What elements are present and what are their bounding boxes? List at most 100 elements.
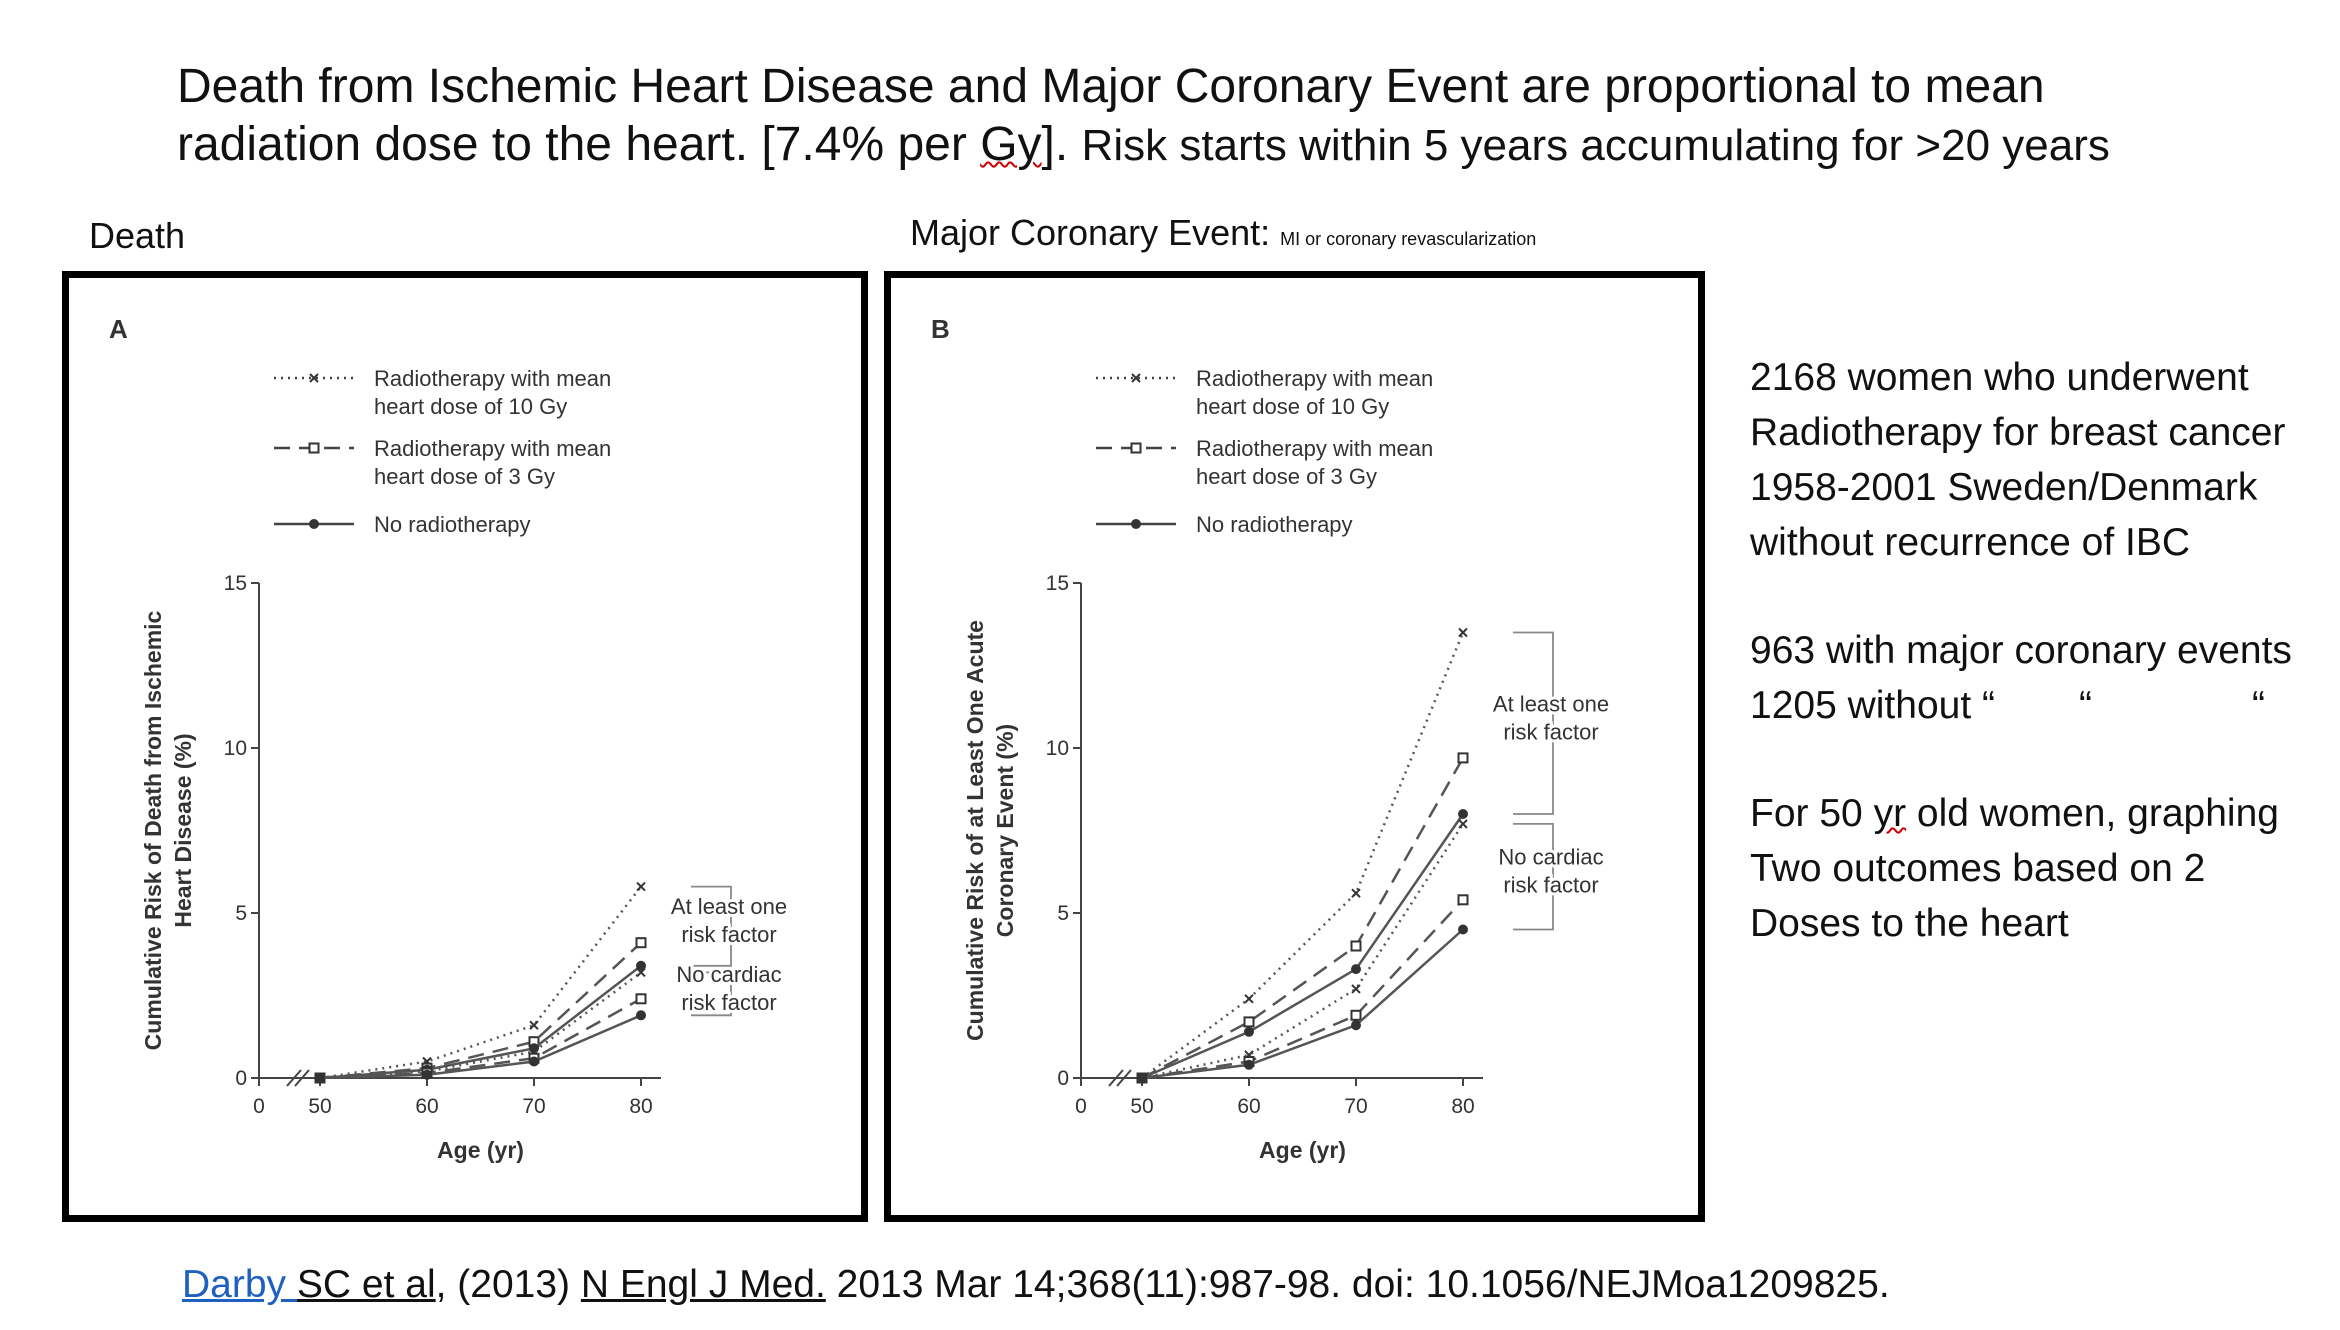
- data-point-low-solid: [422, 1069, 432, 1080]
- series-line-low-dashed: [1141, 898, 1464, 1080]
- y-axis-title-line: Cumulative Risk of Death from Ischemic: [140, 610, 166, 1050]
- data-point-low-solid: [1244, 1059, 1254, 1070]
- x-tick-label: 70: [1344, 1095, 1367, 1118]
- slide-title: Death from Ischemic Heart Disease and Ma…: [177, 58, 2277, 175]
- citation-journal: N Engl J Med.: [580, 1263, 826, 1306]
- group-label-high: risk factor: [681, 922, 776, 947]
- y-axis-title: Cumulative Risk of Death from Ischemic He…: [140, 610, 196, 1050]
- summary-line-9: Doses to the heart: [1750, 902, 2069, 945]
- panel-a-chart: A 0 5 10 15 0 50 60 70 80 Age (yr) Cumulative Risk …: [109, 314, 790, 1163]
- title-line-2-c: Risk starts within 5 years accumulating …: [1081, 121, 2110, 170]
- legend-label: heart dose of 3 Gy: [1196, 464, 1377, 489]
- data-point-high-dotted: [1458, 627, 1468, 638]
- legend-marker: [309, 519, 319, 529]
- legend-label: Radiotherapy with mean: [374, 366, 611, 391]
- major-coronary-main: Major Coronary Event:: [910, 212, 1281, 253]
- y-axis-title: Cumulative Risk of at Least One Acute Cor…: [962, 620, 1018, 1041]
- data-point-low-solid: [1458, 924, 1468, 935]
- y-tick-label: 10: [224, 737, 247, 760]
- data-point-high-dashed: [1350, 940, 1362, 952]
- legend-label: heart dose of 3 Gy: [374, 464, 555, 489]
- summary-line-8: Two outcomes based on 2: [1750, 847, 2206, 890]
- legend-marker: [1130, 442, 1142, 454]
- summary-line-6-a: 1205 without “: [1750, 684, 1995, 727]
- legend-label: heart dose of 10 Gy: [1196, 394, 1389, 419]
- y-tick-label: 0: [1057, 1067, 1069, 1090]
- data-point-high-dotted: [1244, 994, 1254, 1004]
- legend-label: heart dose of 10 Gy: [374, 394, 567, 419]
- x-tick-label: 70: [522, 1095, 545, 1118]
- axis-break-mark: [294, 1069, 310, 1087]
- summary-line-3: 1958-2001 Sweden/Denmark: [1750, 466, 2258, 509]
- summary-line-4: without recurrence of IBC: [1750, 521, 2191, 564]
- summary-line-7: For 50 yr old women, graphing: [1750, 786, 2330, 841]
- y-tick-label: 15: [1046, 572, 1069, 595]
- y-tick-label: 10: [1046, 737, 1069, 760]
- series-line-high-dashed: [1141, 757, 1465, 1080]
- x-tick-label: 80: [1451, 1095, 1474, 1118]
- series-line-high-dashed: [319, 941, 642, 1080]
- data-point-high-dashed: [635, 937, 647, 949]
- citation: Darby SC et al, (2013) N Engl J Med. 201…: [182, 1263, 1890, 1307]
- panel-b-frame: B 0 5 10 15 0 50 60 70 80 Age (yr) Cumulative Risk …: [884, 271, 1705, 1222]
- data-point-low-dotted: [636, 967, 646, 978]
- data-point-high-solid: [1458, 809, 1468, 819]
- data-point-low-dashed: [1457, 894, 1469, 906]
- y-tick-label: 15: [224, 572, 247, 595]
- data-point-low-solid: [315, 1073, 325, 1083]
- x-tick-label: 60: [415, 1095, 438, 1118]
- data-point-low-solid: [1351, 1020, 1361, 1031]
- x-axis-title: Age (yr): [437, 1137, 524, 1163]
- data-point-low-solid: [1137, 1073, 1147, 1083]
- title-line-2-b: ].: [1041, 118, 1082, 171]
- y-tick-label: 5: [1057, 902, 1069, 925]
- group-label-low: No cardiac: [1498, 845, 1603, 870]
- bracket-high: [691, 885, 732, 967]
- panel-b-chart: B 0 5 10 15 0 50 60 70 80 Age (yr) Cumulative Risk …: [931, 314, 1612, 1163]
- group-label-high: risk factor: [1503, 719, 1598, 744]
- data-point-high-dotted: [529, 1020, 539, 1030]
- bracket-low: [691, 971, 732, 1017]
- x-tick-label: 50: [1130, 1095, 1153, 1118]
- citation-author-link[interactable]: Darby: [182, 1263, 297, 1306]
- summary-line-7-b: old women, graphing: [1906, 792, 2279, 835]
- bracket-low: [1513, 823, 1554, 931]
- summary-line-7-a: For 50: [1750, 792, 1874, 835]
- bracket-high: [1513, 631, 1554, 815]
- x-tick-label: 60: [1237, 1095, 1260, 1118]
- legend-label: No radiotherapy: [1196, 512, 1353, 537]
- axis-break-mark: [1108, 1069, 1124, 1087]
- major-coronary-sub: MI or coronary revascularization: [1280, 229, 1537, 249]
- legend-label: No radiotherapy: [374, 512, 531, 537]
- axis-break-mark: [286, 1069, 302, 1087]
- data-point-high-dotted: [1351, 888, 1361, 898]
- major-coronary-label: Major Coronary Event: MI or coronary rev…: [910, 212, 1536, 254]
- x-tick-label: 0: [1075, 1095, 1087, 1118]
- y-tick-label: 5: [235, 902, 247, 925]
- data-point-low-dashed: [635, 993, 647, 1005]
- legend-marker: [308, 442, 320, 454]
- y-axis-title-line: Cumulative Risk of at Least One Acute: [962, 620, 988, 1041]
- y-tick-label: 0: [235, 1067, 247, 1090]
- title-gy: Gy: [980, 118, 1042, 171]
- citation-details: 2013 Mar 14;368(11):987-98. doi: 10.1056…: [825, 1263, 1890, 1306]
- legend-marker: [1131, 519, 1141, 529]
- summary-line-1: 2168 women who underwent: [1750, 356, 2249, 399]
- legend-marker: [309, 373, 319, 383]
- title-line-2-a: radiation dose to the heart. [7.4% per: [177, 118, 981, 171]
- legend-marker: [1131, 373, 1141, 383]
- series-line-low-dotted: [319, 971, 642, 1080]
- axis-break-mark: [1116, 1069, 1132, 1087]
- series-line-low-solid: [1141, 928, 1464, 1080]
- summary-line-6: 1205 without “ “ “: [1750, 678, 2330, 733]
- summary-line-5: 963 with major coronary events: [1750, 629, 2292, 672]
- legend-label: Radiotherapy with mean: [1196, 366, 1433, 391]
- data-point-low-solid: [529, 1056, 539, 1067]
- group-label-low: No cardiac: [676, 962, 781, 987]
- title-line-2: radiation dose to the heart. [7.4% per G…: [177, 116, 2277, 175]
- data-point-high-solid: [1351, 964, 1361, 975]
- y-axis-title-line: Heart Disease (%): [170, 733, 196, 927]
- series-line-low-dashed: [319, 997, 642, 1080]
- data-point-high-dashed: [1243, 1016, 1255, 1028]
- data-point-low-dotted: [1351, 984, 1361, 994]
